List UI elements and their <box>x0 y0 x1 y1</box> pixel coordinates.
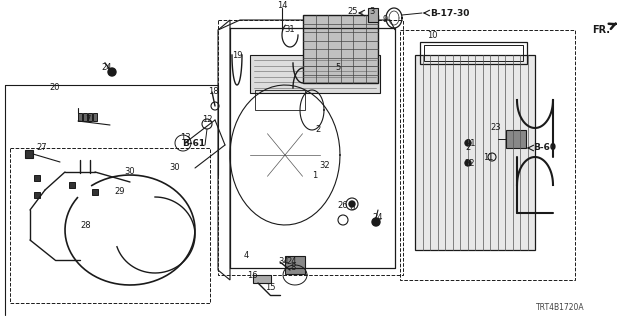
Text: 30: 30 <box>125 167 135 177</box>
Text: 9: 9 <box>382 15 388 25</box>
Circle shape <box>108 68 116 76</box>
Text: 31: 31 <box>285 26 295 35</box>
Text: 19: 19 <box>232 51 243 60</box>
Text: 34: 34 <box>278 258 289 267</box>
Text: 11: 11 <box>483 153 493 162</box>
Bar <box>25 150 33 158</box>
Bar <box>34 192 40 198</box>
Text: 30: 30 <box>170 163 180 172</box>
Text: B-17-30: B-17-30 <box>430 9 469 18</box>
Text: 24: 24 <box>102 62 112 71</box>
Bar <box>303 15 378 83</box>
Text: 8: 8 <box>291 263 296 273</box>
Circle shape <box>372 218 380 226</box>
Text: B-60: B-60 <box>533 143 556 153</box>
Circle shape <box>465 160 471 166</box>
Text: FR.: FR. <box>592 24 616 35</box>
Text: 29: 29 <box>115 188 125 196</box>
Text: 20: 20 <box>50 84 60 92</box>
Bar <box>420 42 527 64</box>
Text: 16: 16 <box>246 271 257 281</box>
Circle shape <box>349 201 355 207</box>
Text: 3: 3 <box>369 7 374 17</box>
Text: 25: 25 <box>348 6 358 15</box>
Bar <box>253 275 271 283</box>
Text: 10: 10 <box>427 30 437 39</box>
Bar <box>218 20 403 275</box>
Text: 5: 5 <box>335 63 340 73</box>
Bar <box>10 148 210 303</box>
Text: 26: 26 <box>338 201 348 210</box>
Bar <box>424 45 523 61</box>
Bar <box>250 55 380 93</box>
Text: 15: 15 <box>265 284 275 292</box>
Text: 32: 32 <box>320 161 330 170</box>
Text: 28: 28 <box>81 221 92 230</box>
Text: 24: 24 <box>372 213 383 222</box>
Text: 12: 12 <box>202 116 212 124</box>
Bar <box>78 113 82 121</box>
Bar <box>34 175 40 181</box>
Text: 13: 13 <box>180 133 190 142</box>
Text: 23: 23 <box>491 124 501 132</box>
Text: 22: 22 <box>465 158 476 167</box>
Text: 21: 21 <box>466 139 476 148</box>
Bar <box>506 130 526 148</box>
Text: 7: 7 <box>85 116 91 124</box>
Text: 2: 2 <box>316 125 321 134</box>
Bar <box>83 113 87 121</box>
Text: 6: 6 <box>349 204 355 212</box>
Circle shape <box>465 140 471 146</box>
Text: 4: 4 <box>243 251 248 260</box>
Text: 18: 18 <box>208 87 218 97</box>
Bar <box>93 113 97 121</box>
Bar <box>415 55 535 250</box>
Text: B-61: B-61 <box>182 139 205 148</box>
Text: 14: 14 <box>276 1 287 10</box>
Text: 1: 1 <box>312 171 317 180</box>
Bar <box>88 113 92 121</box>
Bar <box>400 30 575 280</box>
Text: 2: 2 <box>465 143 470 153</box>
Text: 24: 24 <box>287 257 297 266</box>
Text: 27: 27 <box>36 143 47 153</box>
Text: TRT4B1720A: TRT4B1720A <box>536 303 584 313</box>
Bar <box>92 189 98 195</box>
Bar <box>69 182 75 188</box>
Bar <box>285 256 305 274</box>
Bar <box>368 8 378 22</box>
Bar <box>255 90 305 110</box>
